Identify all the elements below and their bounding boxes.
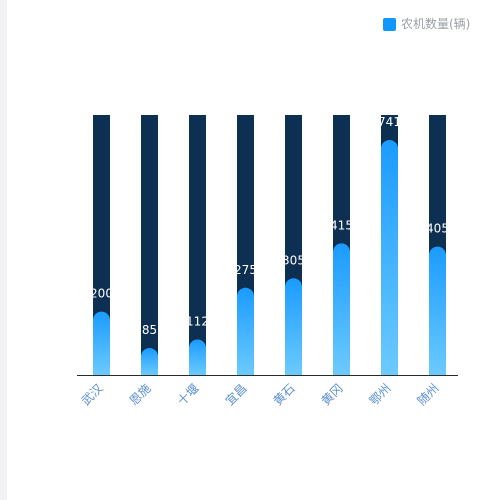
bar[interactable] [141,348,158,375]
bar-track [189,115,206,375]
bar-value-label: 405 [426,222,449,236]
bar[interactable] [285,278,302,375]
legend-swatch [383,17,396,31]
left-edge-strip [0,0,7,500]
value-labels: 200 85 112 275 305 415 741 405 [90,115,449,337]
bar-value-label: 112 [186,314,209,328]
bar[interactable] [429,246,446,375]
bar[interactable] [93,311,110,375]
legend[interactable]: 农机数量(辆) [383,17,470,31]
category-label: 十堰 [175,381,202,408]
category-label: 黄石 [271,381,298,408]
bar-value-label: 415 [330,218,353,232]
bar[interactable] [381,140,398,375]
category-label: 武汉 [79,381,106,408]
bar-value-label: 200 [90,287,113,301]
bar[interactable] [333,243,350,375]
category-label: 黄冈 [319,381,346,408]
bar-value-label: 275 [234,263,257,277]
category-label: 恩施 [127,381,154,408]
bar-value-label: 741 [378,115,401,129]
category-label: 宜昌 [222,381,250,409]
bar[interactable] [189,339,206,375]
bars [93,140,446,375]
bar-value-label: 305 [282,253,305,267]
bar[interactable] [237,287,254,375]
bar-value-label: 85 [142,323,157,337]
bar-track [141,115,158,375]
category-label: 鄂州 [367,381,394,408]
legend-label: 农机数量(辆) [401,17,471,31]
bar-track [93,115,110,375]
category-label: 随州 [414,381,442,409]
category-labels: 武汉 恩施 十堰 宜昌 黄石 黄冈 鄂州 随州 [79,381,442,409]
